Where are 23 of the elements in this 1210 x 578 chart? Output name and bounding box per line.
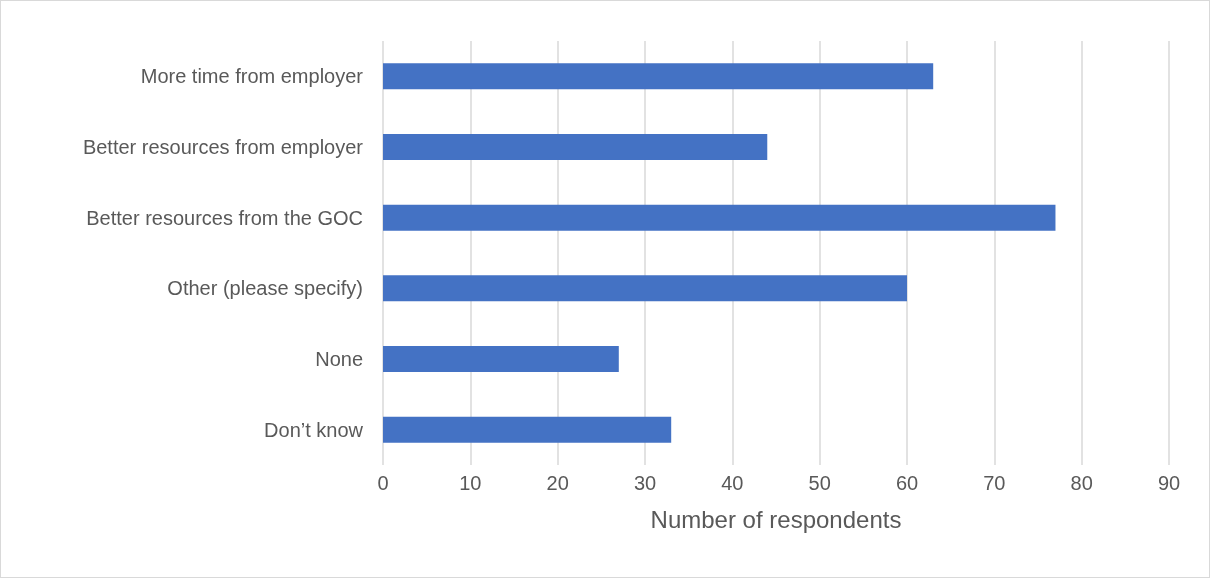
x-tick-label: 40 <box>721 472 744 494</box>
y-tick-label: More time from employer <box>140 65 364 88</box>
y-tick-label: Don’t know <box>264 418 364 441</box>
bar <box>383 346 619 372</box>
x-tick-label: 60 <box>895 472 919 494</box>
x-tick-label: 50 <box>808 472 831 494</box>
x-axis-title: Number of respondents <box>650 505 902 533</box>
bar <box>383 134 768 160</box>
bar <box>383 416 672 443</box>
x-tick-label: 0 <box>377 472 389 494</box>
y-tick-label: Better resources from the GOC <box>86 206 363 229</box>
x-tick-label: 20 <box>546 472 569 494</box>
y-tick-label: Other (please specify) <box>167 277 363 300</box>
y-tick-label: None <box>315 348 363 370</box>
bar <box>383 204 1056 231</box>
bar <box>383 63 934 90</box>
x-tick-label: 10 <box>459 472 482 494</box>
bar <box>383 275 907 302</box>
x-tick-label: 80 <box>1070 472 1093 494</box>
y-tick-label: Better resources from employer <box>82 136 364 158</box>
x-tick-label: 70 <box>983 472 1006 494</box>
x-tick-label: 90 <box>1157 472 1181 494</box>
x-tick-label: 30 <box>633 472 657 494</box>
